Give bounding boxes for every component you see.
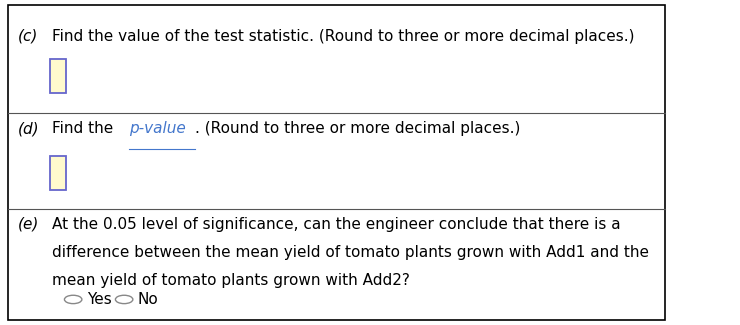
- FancyBboxPatch shape: [50, 156, 67, 190]
- Text: Find the value of the test statistic. (Round to three or more decimal places.): Find the value of the test statistic. (R…: [52, 29, 634, 44]
- Text: mean yield of tomato plants grown with Add2?: mean yield of tomato plants grown with A…: [52, 273, 409, 288]
- Text: (c): (c): [18, 29, 38, 44]
- Text: . (Round to three or more decimal places.): . (Round to three or more decimal places…: [195, 121, 521, 136]
- Text: (e): (e): [18, 217, 39, 232]
- FancyBboxPatch shape: [50, 59, 67, 93]
- Text: No: No: [138, 292, 158, 307]
- Circle shape: [64, 295, 82, 304]
- Text: Find the: Find the: [52, 121, 118, 136]
- Text: Yes: Yes: [87, 292, 111, 307]
- Circle shape: [115, 295, 133, 304]
- FancyBboxPatch shape: [8, 5, 665, 320]
- Text: At the 0.05 level of significance, can the engineer conclude that there is a: At the 0.05 level of significance, can t…: [52, 217, 620, 232]
- Text: (d): (d): [18, 121, 40, 136]
- Text: p-value: p-value: [129, 121, 186, 136]
- Text: difference between the mean yield of tomato plants grown with Add1 and the: difference between the mean yield of tom…: [52, 245, 649, 260]
